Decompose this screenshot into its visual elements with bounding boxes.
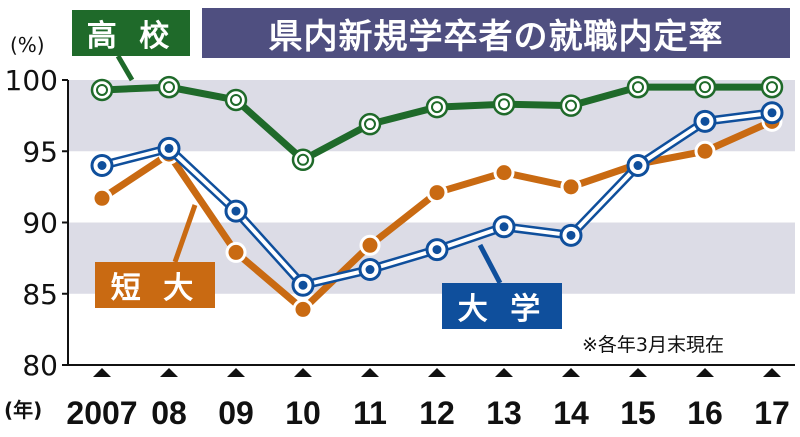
x-tick-marker (361, 368, 379, 377)
university-point-dot (767, 108, 777, 118)
x-tick-marker (763, 368, 781, 377)
x-axis-unit: (年) (4, 398, 43, 422)
highschool-point (693, 75, 717, 99)
x-tick-label: 15 (620, 395, 656, 431)
university-point-dot (566, 230, 576, 240)
highschool-point (291, 148, 315, 172)
y-tick-label: 80 (22, 349, 58, 382)
highschool-point (425, 95, 449, 119)
y-tick-label: 85 (22, 278, 58, 311)
y-tick-label: 100 (5, 64, 58, 97)
highschool-pointer (115, 54, 135, 82)
highschool-point-inner (431, 101, 443, 114)
x-tick-label: 11 (353, 395, 387, 431)
y-tick-label: 90 (22, 207, 58, 240)
university-pointer (477, 243, 503, 285)
highschool-point-inner (565, 99, 577, 112)
highschool-point-inner (163, 81, 175, 94)
university-point-dot (298, 280, 308, 290)
juniorcollege-point (292, 298, 314, 320)
juniorcollege-point (359, 234, 381, 256)
highschool-point (224, 88, 248, 112)
university-point-dot (231, 206, 241, 216)
highschool-point-inner (297, 153, 309, 166)
x-tick-label: 12 (419, 395, 455, 431)
highschool-point-inner (498, 98, 510, 111)
juniorcollege-point (225, 241, 247, 263)
x-tick-label: 13 (486, 395, 522, 431)
juniorcollege-point (426, 182, 448, 204)
highschool-point (90, 78, 114, 102)
x-tick-marker (294, 368, 312, 377)
x-tick-label: 08 (151, 395, 187, 431)
x-tick-label: 2007 (66, 395, 137, 431)
y-axis-label: (%) (10, 33, 45, 57)
juniorcollege-point (560, 176, 582, 198)
highschool-point (492, 92, 516, 116)
university-point-dot (164, 143, 174, 153)
x-tick-marker (160, 368, 178, 377)
university-point-dot (365, 265, 375, 275)
legend-juniorcollege: 短 大 (95, 262, 215, 308)
x-tick-marker (562, 368, 580, 377)
x-tick-marker (428, 368, 446, 377)
chart-note: ※各年3月末現在 (582, 334, 725, 356)
university-point-dot (97, 161, 107, 170)
x-tick-label: 10 (285, 395, 321, 431)
juniorcollege-point (694, 140, 716, 162)
x-tick-marker (629, 368, 647, 377)
highschool-point-inner (632, 81, 644, 94)
highschool-point (559, 94, 583, 117)
university-point-dot (432, 245, 442, 255)
juniorcollege-pointer (172, 204, 198, 263)
x-tick-marker (495, 368, 513, 377)
highschool-point-inner (699, 81, 711, 94)
highschool-point (760, 75, 784, 99)
y-tick-label: 95 (22, 135, 58, 168)
highschool-point-inner (230, 93, 242, 106)
university-point-dot (499, 222, 509, 232)
x-tick-label: 09 (218, 395, 254, 431)
legend-university: 大 学 (442, 283, 562, 329)
x-tick-marker (696, 368, 714, 377)
x-tick-marker (227, 368, 245, 377)
highschool-point (626, 75, 650, 99)
juniorcollege-point (493, 162, 515, 184)
x-tick-marker (93, 368, 111, 377)
highschool-point-inner (766, 81, 778, 94)
x-tick-label: 17 (754, 395, 790, 431)
highschool-point (157, 75, 181, 99)
juniorcollege-point (91, 187, 113, 209)
highschool-point (358, 112, 382, 136)
highschool-point-inner (364, 118, 376, 131)
university-point-dot (700, 116, 710, 126)
x-tick-label: 16 (687, 395, 723, 431)
highschool-point-inner (96, 83, 108, 96)
legend-highschool: 高 校 (72, 10, 190, 56)
x-tick-label: 14 (553, 395, 589, 431)
chart-title: 県内新規学卒者の就職内定率 (202, 8, 790, 58)
university-point-dot (633, 161, 643, 170)
